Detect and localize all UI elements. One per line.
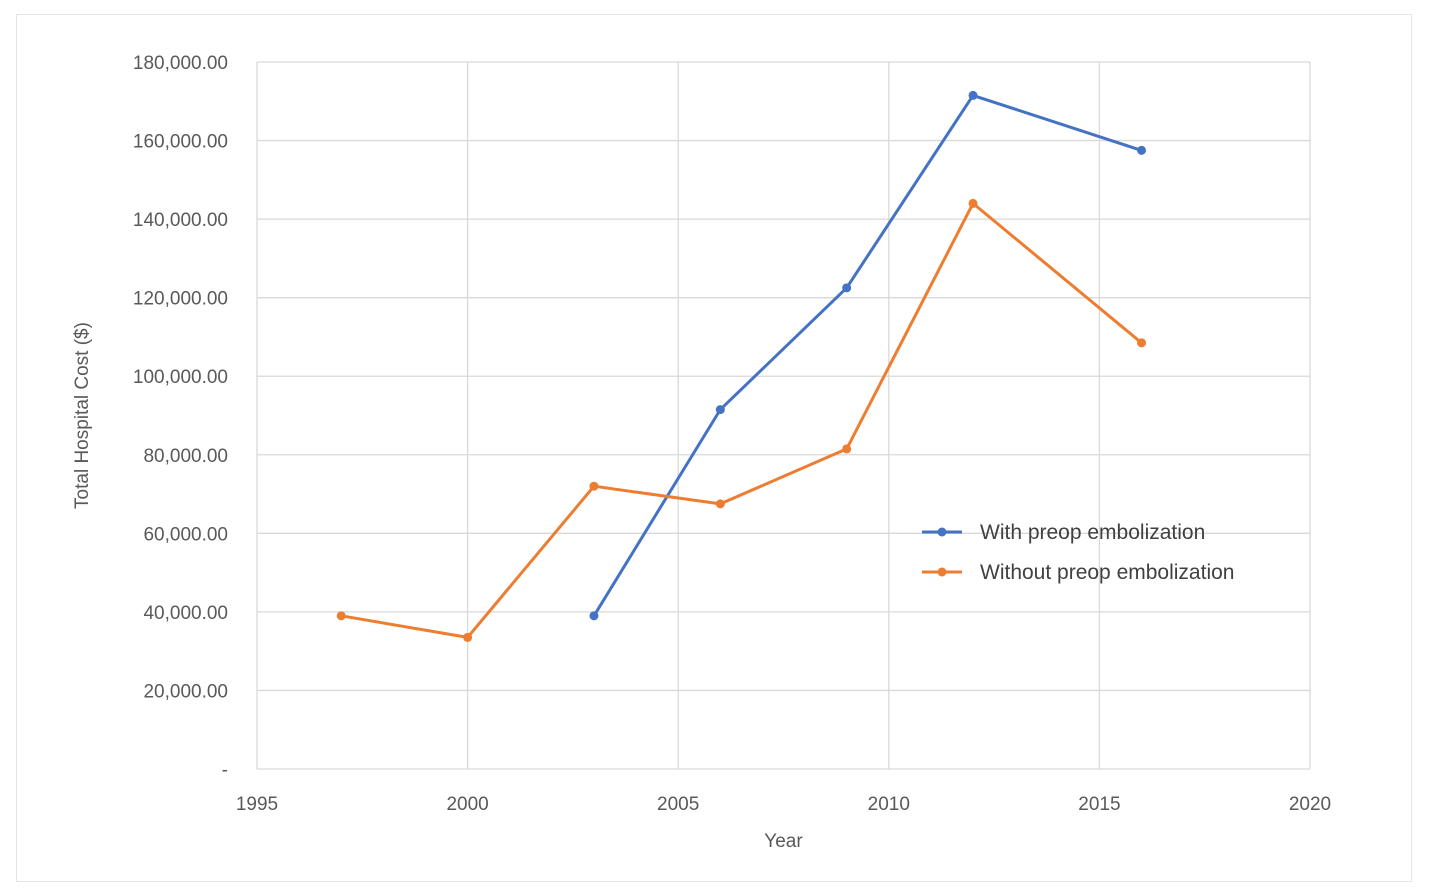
y-tick-label: 40,000.00	[143, 603, 228, 624]
legend-item: Without preop embolization	[922, 561, 1234, 584]
x-tick-label: 2010	[868, 794, 910, 815]
y-tick-label: 120,000.00	[133, 289, 228, 310]
legend-item: With preop embolization	[922, 521, 1205, 544]
y-tick-label: 180,000.00	[133, 53, 228, 74]
data-point	[715, 405, 725, 415]
y-tick-label: 60,000.00	[143, 524, 228, 545]
legend-marker	[937, 567, 947, 577]
data-point	[336, 611, 346, 621]
data-point	[842, 283, 852, 293]
x-tick-label: 2000	[446, 794, 488, 815]
data-point	[842, 444, 852, 454]
y-tick-label: 100,000.00	[133, 367, 228, 388]
y-tick-label: 160,000.00	[133, 132, 228, 153]
data-point	[463, 632, 473, 642]
data-point	[968, 198, 978, 208]
legend-marker	[937, 527, 947, 537]
series-1	[589, 90, 1147, 621]
y-tick-label: 20,000.00	[143, 681, 228, 702]
x-axis-ticks: 1995 2000 2005 2010 2015 2020	[236, 794, 1331, 815]
x-tick-label: 2015	[1078, 794, 1120, 815]
chart-frame	[16, 14, 1412, 882]
x-tick-label: 2020	[1289, 794, 1331, 815]
y-axis-ticks: - 20,000.00 40,000.00 60,000.00 80,000.00 100…	[133, 53, 228, 781]
legend: With preop embolization Without preop emb…	[922, 521, 1234, 584]
x-tick-label: 1995	[236, 794, 278, 815]
series-lines	[336, 90, 1147, 642]
data-point	[1137, 145, 1147, 155]
data-point	[1137, 338, 1147, 348]
y-tick-label: 140,000.00	[133, 210, 228, 231]
legend-label: Without preop embolization	[980, 561, 1234, 584]
series-2	[336, 198, 1147, 642]
data-point	[589, 481, 599, 491]
y-tick-label: -	[222, 760, 228, 781]
data-point	[715, 499, 725, 509]
y-axis-title: Total Hospital Cost ($)	[72, 322, 93, 509]
data-point	[968, 90, 978, 100]
x-axis-title: Year	[764, 831, 803, 852]
y-tick-label: 80,000.00	[143, 446, 228, 467]
legend-label: With preop embolization	[980, 521, 1205, 544]
data-point	[589, 611, 599, 621]
gridlines	[256, 61, 1311, 770]
x-tick-label: 2005	[657, 794, 699, 815]
